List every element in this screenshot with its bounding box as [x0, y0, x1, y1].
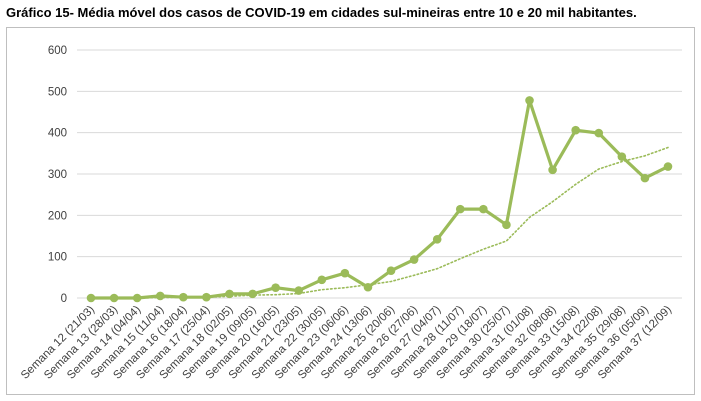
- y-tick-label: 500: [48, 86, 67, 98]
- chart-title: Gráfico 15- Média móvel dos casos de COV…: [6, 5, 637, 20]
- data-point: [594, 128, 604, 138]
- y-tick-label: 200: [48, 210, 67, 222]
- data-point: [455, 204, 465, 214]
- data-point: [663, 162, 673, 171]
- data-point: [479, 204, 488, 214]
- x-axis-tick-labels: Semana 12 (21/03)Semana 13 (28/03)Semana…: [19, 304, 674, 382]
- y-axis-tick-labels: 0 100 200 300 400 500 600: [48, 45, 67, 305]
- data-point: [386, 266, 396, 276]
- data-point: [409, 255, 419, 264]
- y-tick-label: 0: [61, 293, 67, 305]
- data-point: [155, 291, 165, 301]
- data-point: [640, 173, 650, 183]
- data-point: [109, 293, 119, 303]
- series-layer: [86, 96, 673, 303]
- data-point: [202, 292, 211, 302]
- y-tick-label: 300: [48, 169, 67, 181]
- data-point: [248, 289, 257, 299]
- data-point: [294, 286, 304, 295]
- chart-frame: [6, 27, 695, 395]
- data-point: [179, 292, 188, 302]
- y-tick-label: 600: [48, 45, 67, 57]
- y-tick-label: 100: [48, 252, 67, 264]
- data-point: [525, 96, 534, 105]
- data-point: [432, 235, 442, 244]
- data-point: [363, 282, 373, 292]
- data-point: [340, 268, 350, 278]
- data-point: [86, 293, 96, 303]
- trend-line: [90, 146, 669, 299]
- data-point: [132, 293, 142, 303]
- data-point: [502, 220, 511, 230]
- data-point: [317, 275, 327, 285]
- y-tick-label: 400: [48, 128, 67, 140]
- series-line: [91, 98, 669, 300]
- data-point: [617, 152, 627, 161]
- data-point: [571, 125, 580, 135]
- data-point: [271, 283, 280, 292]
- data-point: [225, 289, 234, 299]
- data-point: [548, 165, 557, 175]
